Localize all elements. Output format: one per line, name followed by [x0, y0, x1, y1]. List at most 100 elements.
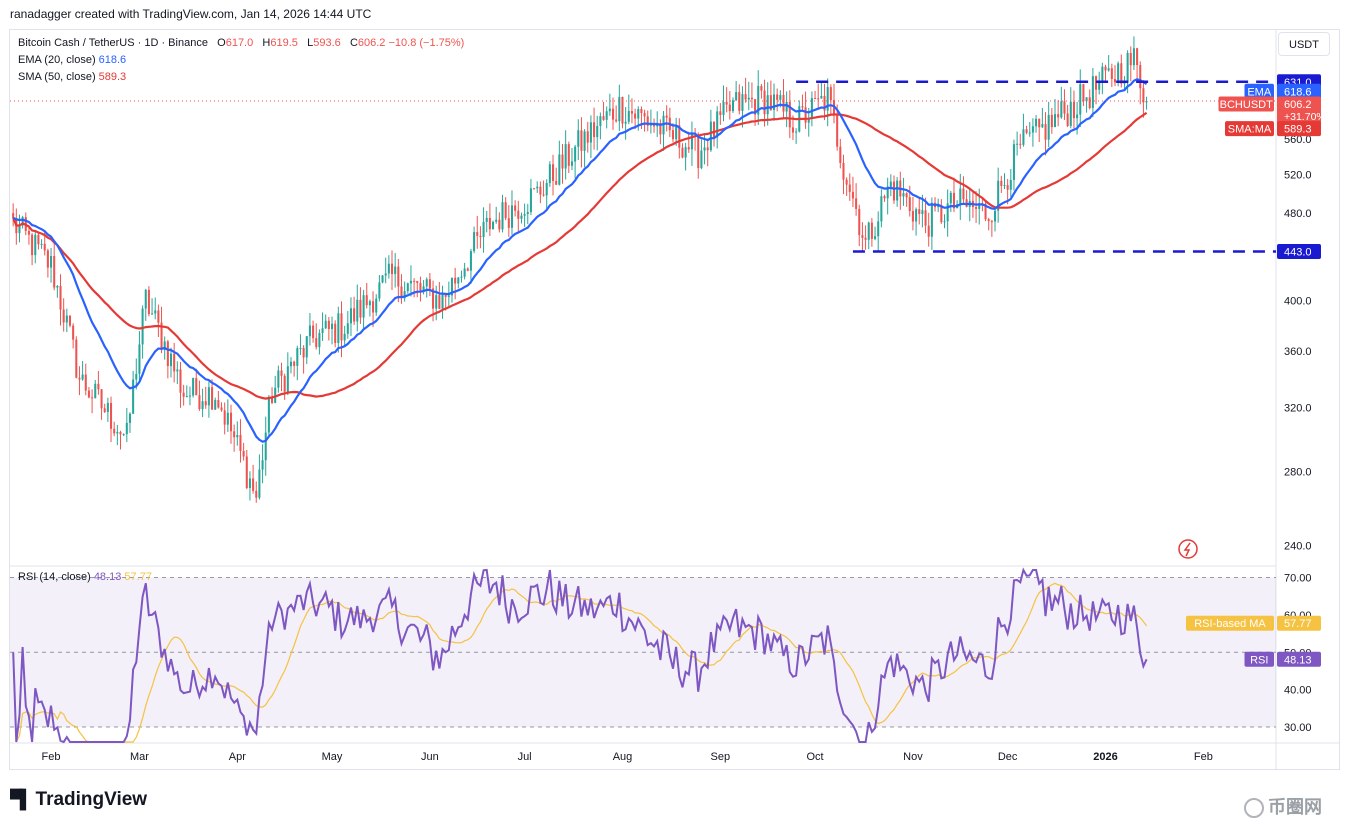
candle-body [665, 115, 668, 118]
candle [195, 368, 198, 396]
candle [255, 481, 258, 503]
candle-body [599, 116, 602, 126]
candle [378, 275, 381, 302]
candle [662, 111, 665, 151]
candle [911, 196, 914, 231]
candle-body [43, 243, 46, 251]
currency-button[interactable]: USDT [1278, 32, 1330, 56]
chart-canvas[interactable]: 240.0 280.0 320.0 360.0 400.0 480.0 520.0 560.0… [0, 0, 1351, 780]
candle-body [1123, 82, 1126, 84]
candle-body [346, 323, 349, 334]
candle [1110, 63, 1113, 88]
candle-body [416, 280, 419, 283]
candle-body [454, 277, 457, 284]
candle-body [349, 308, 352, 324]
candle-body [242, 450, 245, 457]
rsi-ma-tag: RSI-based MA 57.77 [1186, 615, 1321, 631]
candle-body [1098, 80, 1101, 90]
candle [867, 221, 870, 250]
candle [823, 83, 826, 121]
candle-body [299, 347, 302, 349]
candle-body [492, 221, 495, 230]
candle-body [946, 203, 949, 222]
candle-body [510, 205, 514, 228]
legend-low-label: L [307, 37, 314, 49]
candle [826, 78, 829, 127]
alert-icon-circle [1178, 539, 1198, 559]
price-tick-label: 520.0 [1284, 170, 1312, 182]
candle-body [293, 361, 296, 366]
candle-body [97, 383, 100, 390]
candle [539, 181, 542, 204]
candle [542, 180, 545, 197]
support-tag-value-bg [1277, 244, 1321, 260]
candle-body [201, 401, 204, 410]
candle [239, 419, 242, 463]
candle-body [239, 435, 242, 451]
candle [106, 397, 109, 422]
candle [466, 267, 469, 272]
time-tick-label: Dec [998, 751, 1018, 763]
candle [296, 345, 299, 381]
legend-high: H619.5 [256, 37, 297, 49]
tradingview-logo[interactable]: ▀▌ TradingView [10, 789, 147, 811]
candle-body [839, 146, 842, 163]
candle-body [457, 277, 460, 284]
candle-body [78, 377, 81, 380]
candle-body [469, 251, 472, 271]
candle [192, 377, 195, 398]
candle [697, 132, 700, 179]
candle [735, 80, 738, 101]
candle-body [817, 98, 820, 100]
candle [214, 397, 217, 410]
candle-body [1060, 101, 1063, 118]
candle-body [536, 186, 539, 189]
legend-open-label: O [217, 37, 226, 49]
candle-body [334, 323, 337, 344]
candle [261, 444, 264, 484]
candle [1079, 69, 1082, 128]
candle [940, 199, 943, 224]
rsi-ma-tag-value: 57.77 [1284, 618, 1312, 630]
candle-body [1047, 114, 1050, 140]
candle [34, 231, 37, 264]
candle-body [785, 102, 788, 112]
candle-body [1126, 53, 1129, 83]
candle-body [750, 97, 753, 100]
candle [340, 301, 343, 358]
candle-body [330, 323, 334, 330]
candle [141, 305, 144, 359]
candle-body [725, 101, 728, 105]
alert-icon-bolt [1183, 542, 1191, 557]
candle [1028, 121, 1031, 137]
candle [226, 399, 229, 432]
candle-body [182, 392, 185, 397]
candle [1085, 97, 1088, 113]
candle-body [561, 154, 564, 169]
legend-close-value: 606.2 [357, 37, 386, 49]
candle [918, 198, 921, 225]
candle [204, 386, 207, 409]
candle-body [842, 162, 845, 180]
candle [836, 104, 839, 151]
candle-body [274, 387, 277, 403]
candle [1057, 100, 1060, 127]
candle-body [896, 180, 899, 201]
candle-body [539, 186, 542, 195]
candle [533, 187, 536, 190]
candle-body [173, 353, 176, 372]
candle-body [993, 210, 997, 222]
candle [1098, 71, 1101, 95]
candle-body [21, 217, 24, 226]
candle [113, 421, 116, 437]
candle [526, 203, 529, 225]
time-tick-label: Feb [1194, 751, 1213, 763]
candle [514, 200, 517, 217]
candle-body [889, 181, 892, 187]
candle-body [1016, 143, 1019, 145]
candle-body [144, 289, 147, 309]
candle-body [113, 428, 116, 434]
candle [567, 141, 570, 173]
candle-body [583, 131, 586, 151]
legend-open-value: 617.0 [225, 37, 254, 49]
